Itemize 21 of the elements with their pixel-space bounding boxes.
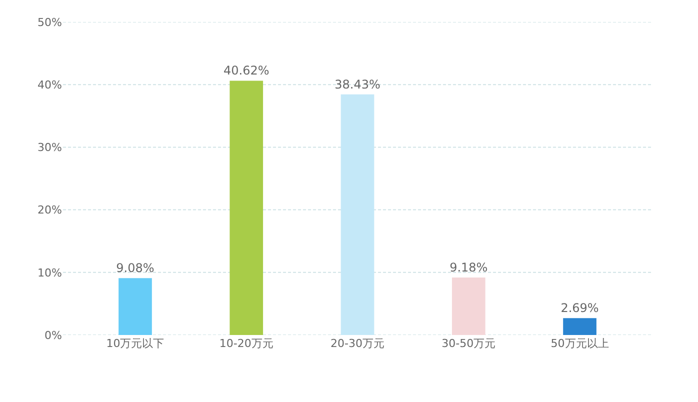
x-tick-label: 10万元以下	[106, 337, 164, 350]
y-tick-label: 10%	[38, 266, 62, 280]
x-tick-label: 20-30万元	[330, 337, 384, 350]
bar	[230, 80, 264, 335]
data-label: 38.43%	[334, 77, 380, 92]
x-tick-label: 50万元以上	[550, 337, 609, 350]
y-tick-label: 20%	[38, 204, 62, 217]
data-label: 9.18%	[450, 260, 488, 275]
data-label: 2.69%	[560, 301, 599, 316]
bar	[563, 318, 596, 335]
x-tick-label: 30-50万元	[442, 337, 496, 350]
bar	[340, 94, 374, 335]
bar	[118, 278, 152, 335]
y-tick-label: 50%	[38, 16, 62, 29]
data-label: 40.62%	[223, 64, 270, 78]
bar	[452, 278, 486, 335]
y-tick-label: 30%	[38, 141, 62, 154]
y-tick-label: 40%	[38, 78, 62, 92]
y-tick-label: 0%	[44, 328, 62, 342]
data-label: 9.08%	[116, 261, 154, 276]
x-tick-label: 10-20万元	[219, 337, 274, 350]
